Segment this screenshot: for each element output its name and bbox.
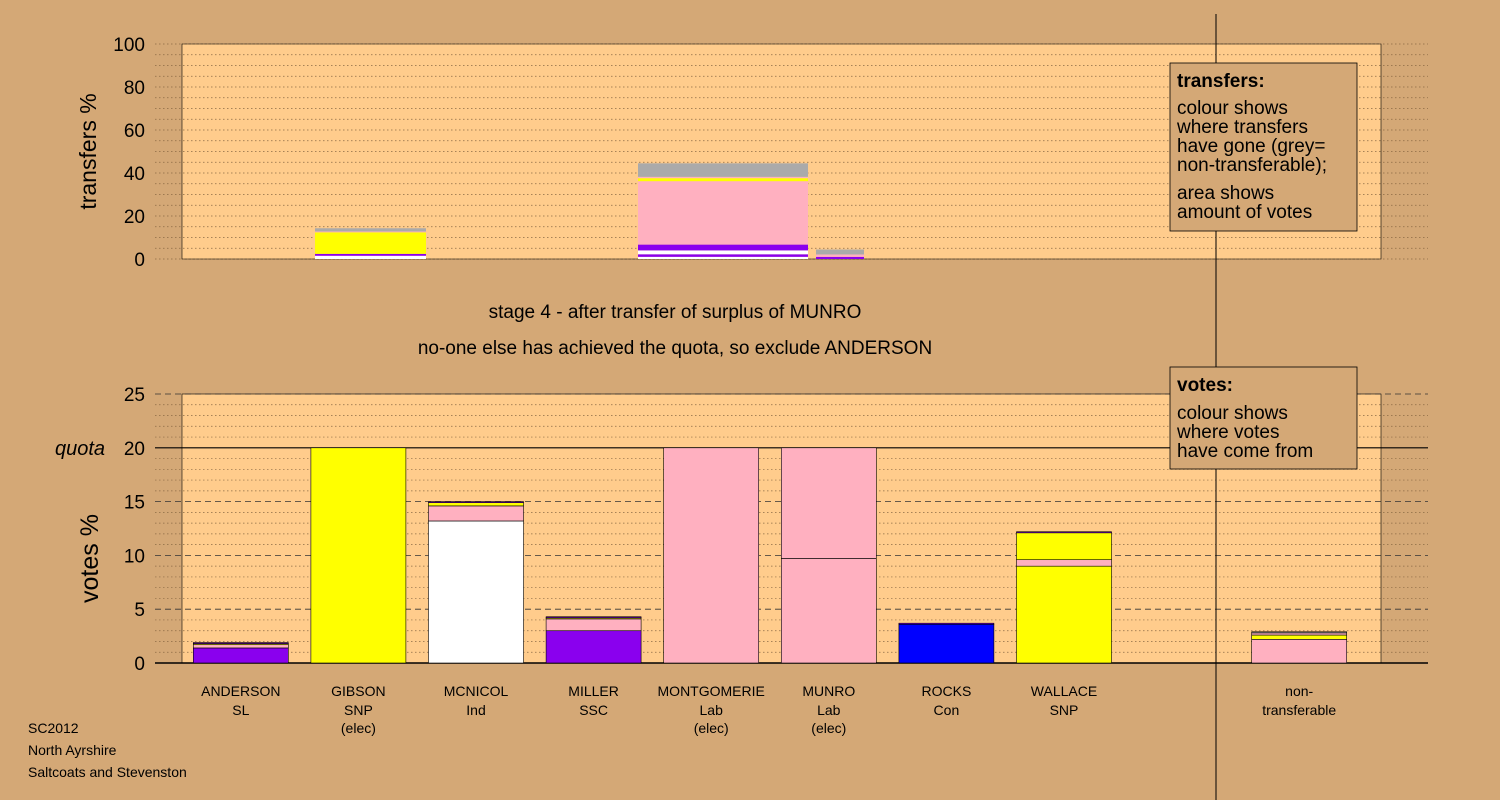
- vote-segment: [1251, 634, 1347, 640]
- y-tick-label: 0: [134, 654, 145, 675]
- candidate-name-label: WALLACE: [1031, 683, 1097, 699]
- footer-line-election: SC2012: [28, 720, 79, 736]
- candidate-name-label: GIBSON: [331, 683, 385, 699]
- transfers-legend-line: where transfers: [1176, 117, 1308, 138]
- votes-legend-line: where votes: [1176, 422, 1279, 443]
- candidate-name-label: MONTGOMERIE: [658, 683, 765, 699]
- vote-segment: [545, 616, 642, 619]
- transfer-segment: [315, 228, 426, 232]
- transfer-segment: [638, 244, 808, 251]
- candidate-party-label: Ind: [466, 702, 485, 718]
- candidate-status-label: (elec): [341, 720, 376, 736]
- y-tick-label: 0: [134, 250, 145, 271]
- votes-legend-title: votes:: [1177, 375, 1233, 396]
- candidate-name-label: non-: [1285, 683, 1313, 699]
- vote-segment: [898, 622, 995, 625]
- transfer-segment: [315, 255, 426, 259]
- transfers-legend-line: colour shows: [1177, 98, 1288, 119]
- candidate-party-label: SNP: [1050, 702, 1079, 718]
- transfer-segment: [315, 253, 426, 256]
- vote-segment: [428, 502, 524, 507]
- vote-segment: [428, 501, 524, 503]
- vote-segment: [1016, 532, 1112, 561]
- y-tick-label: 20: [124, 207, 145, 228]
- transfer-segment: [638, 250, 808, 255]
- transfer-segment: [315, 232, 426, 254]
- candidate-name-label: MUNRO: [802, 683, 855, 699]
- candidate-status-label: (elec): [694, 720, 729, 736]
- candidate-party-label: Con: [934, 702, 960, 718]
- transfer-segment: [638, 163, 808, 177]
- vote-segment: [193, 644, 289, 649]
- vote-segment: [310, 447, 407, 664]
- vote-segment: [1016, 565, 1112, 664]
- y-tick-label: 10: [124, 546, 145, 567]
- transfer-segment: [638, 176, 808, 179]
- y-tick-label: 20: [124, 439, 145, 460]
- vote-segment: [193, 647, 289, 664]
- candidate-name-label: MILLER: [568, 683, 619, 699]
- transfers-legend-title: transfers:: [1177, 71, 1265, 92]
- candidate-party-label: SNP: [344, 702, 373, 718]
- vote-segment: [1016, 531, 1112, 534]
- y-tick-label: 100: [113, 35, 145, 56]
- transfers-legend-line: non-transferable);: [1177, 155, 1327, 176]
- transfer-segment: [315, 231, 426, 233]
- vote-segment: [1251, 631, 1347, 634]
- vote-segment: [428, 505, 524, 522]
- candidate-name-label: ANDERSON: [201, 683, 280, 699]
- y-tick-label: 40: [124, 164, 145, 185]
- y-tick-label: 25: [124, 385, 145, 406]
- vote-segment: [663, 447, 760, 664]
- transfer-segment: [638, 254, 808, 257]
- transfers-legend-box: [1169, 62, 1358, 232]
- vote-segment: [1251, 639, 1347, 664]
- footer-line-ward: Saltcoats and Stevenston: [28, 764, 187, 780]
- transfer-segment: [816, 256, 864, 259]
- y-axis-label: votes %: [76, 514, 104, 603]
- vote-segment: [780, 447, 877, 664]
- transfers-legend-line: have gone (grey=: [1177, 136, 1325, 157]
- candidate-name-label: MCNICOL: [444, 683, 509, 699]
- y-tick-label: 80: [124, 78, 145, 99]
- footer: SC2012 North Ayrshire Saltcoats and Stev…: [28, 720, 187, 780]
- votes-legend-line: colour shows: [1177, 403, 1288, 424]
- candidate-party-label: SL: [232, 702, 249, 718]
- quota-label: quota: [55, 438, 105, 460]
- y-tick-label: 15: [124, 493, 145, 514]
- footer-line-council: North Ayrshire: [28, 742, 117, 758]
- candidate-party-label: Lab: [700, 702, 724, 718]
- vote-segment: [545, 630, 642, 664]
- candidate-party-label: SSC: [579, 702, 608, 718]
- vote-segment: [898, 623, 995, 664]
- vote-segment: [1016, 559, 1112, 567]
- votes-legend-line: have come from: [1177, 441, 1313, 462]
- y-tick-label: 5: [134, 600, 145, 621]
- vote-segment: [1251, 632, 1347, 636]
- y-tick-label: 60: [124, 121, 145, 142]
- action-caption: no-one else has achieved the quota, so e…: [418, 338, 932, 359]
- candidate-status-label: (elec): [811, 720, 846, 736]
- transfer-segment: [816, 249, 864, 255]
- transfers-legend-line: amount of votes: [1177, 202, 1312, 223]
- transfer-segment: [638, 181, 808, 245]
- votes-legend-box: [1169, 366, 1358, 470]
- transfer-segment: [638, 256, 808, 259]
- y-axis-label: transfers %: [75, 93, 101, 209]
- stage-caption: stage 4 - after transfer of surplus of M…: [489, 302, 862, 323]
- transfer-segment: [816, 254, 864, 257]
- candidate-party-label: Lab: [817, 702, 841, 718]
- candidate-party-label: transferable: [1262, 702, 1336, 718]
- candidate-name-label: ROCKS: [922, 683, 972, 699]
- transfer-segment: [638, 178, 808, 182]
- transfers-legend-line: area shows: [1177, 183, 1274, 204]
- vote-segment: [428, 520, 524, 664]
- vote-segment: [193, 642, 289, 644]
- vote-segment: [545, 618, 642, 632]
